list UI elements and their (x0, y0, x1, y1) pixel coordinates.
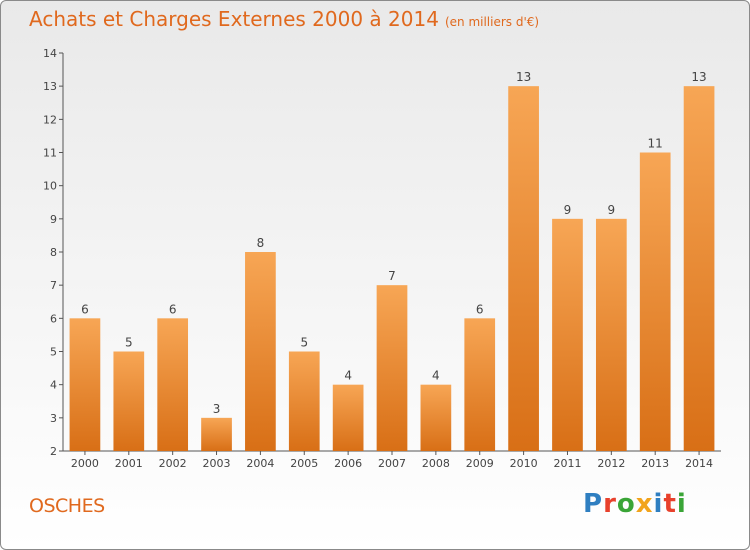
axes: 2 3 4 5 6 7 8 9 10 11 12 13 14 2000 2001 2002 2003 2004 20… (43, 47, 721, 470)
x-tick-label-2010: 2010 (510, 457, 538, 470)
x-tick-label-2001: 2001 (115, 457, 143, 470)
data-label-2010: 13 (516, 70, 531, 84)
x-tick-label-2011: 2011 (553, 457, 581, 470)
data-label-2001: 5 (125, 336, 133, 350)
y-tick-label-4: 4 (50, 379, 57, 392)
logo-letter: o (616, 489, 636, 519)
data-label-2002: 6 (169, 302, 177, 316)
data-label-2005: 5 (300, 336, 308, 350)
bar-2008 (420, 384, 452, 451)
data-label-2013: 11 (648, 137, 663, 151)
bar-2003 (201, 417, 232, 451)
logo-letter: P (583, 489, 604, 519)
y-tick-label-7: 7 (50, 279, 57, 292)
data-label-2000: 6 (81, 302, 89, 316)
x-tick-label-2002: 2002 (159, 457, 187, 470)
x-tick-label-2007: 2007 (378, 457, 406, 470)
data-label-2012: 9 (608, 203, 616, 217)
bar-2006 (332, 384, 364, 451)
proxiti-logo[interactable]: Proxiti (583, 489, 687, 519)
y-tick-label-6: 6 (50, 312, 57, 325)
data-label-2008: 4 (432, 369, 440, 383)
data-label-2011: 9 (564, 203, 572, 217)
data-label-2014: 13 (691, 70, 706, 84)
data-label-2009: 6 (476, 302, 484, 316)
bar-2005 (288, 351, 320, 451)
data-label-2007: 7 (388, 269, 396, 283)
y-tick-label-2: 2 (50, 445, 57, 458)
y-tick-label-5: 5 (50, 346, 57, 359)
chart-title-text: Achats et Charges Externes 2000 à 2014 (29, 7, 439, 31)
data-label-2004: 8 (257, 236, 265, 250)
x-tick-label-2004: 2004 (246, 457, 274, 470)
x-tick-label-2014: 2014 (685, 457, 713, 470)
logo-letter: i (653, 489, 664, 519)
x-tick-label-2003: 2003 (203, 457, 231, 470)
y-tick-label-10: 10 (43, 180, 57, 193)
logo-letter: t (663, 489, 677, 519)
data-label-2006: 4 (344, 369, 352, 383)
commune-name: OSCHES (29, 495, 105, 517)
bars-group: 6 5 6 3 8 5 4 7 4 6 13 9 9 11 13 (69, 70, 715, 452)
bar-2014 (683, 86, 715, 452)
y-tick-label-8: 8 (50, 246, 57, 259)
y-tick-label-9: 9 (50, 213, 57, 226)
x-tick-label-2006: 2006 (334, 457, 362, 470)
bar-2004 (245, 252, 276, 451)
data-label-2003: 3 (213, 402, 221, 416)
y-tick-label-13: 13 (43, 80, 57, 93)
x-tick-label-2013: 2013 (641, 457, 669, 470)
y-tick-label-12: 12 (43, 113, 57, 126)
bar-2011 (552, 218, 583, 451)
y-tick-label-3: 3 (50, 412, 57, 425)
bar-2007 (376, 285, 408, 451)
chart-subtitle: (en milliers d'€) (444, 15, 540, 29)
y-tick-label-11: 11 (43, 147, 57, 160)
logo-letter: i (676, 489, 687, 519)
x-tick-label-2008: 2008 (422, 457, 450, 470)
bar-2000 (69, 318, 101, 451)
chart-title: Achats et Charges Externes 2000 à 2014 (e… (29, 7, 539, 31)
x-tick-label-2012: 2012 (597, 457, 625, 470)
logo-letter: r (603, 489, 617, 519)
x-tick-label-2009: 2009 (466, 457, 494, 470)
y-tick-label-14: 14 (43, 47, 57, 60)
bar-2010 (508, 86, 539, 452)
x-tick-label-2000: 2000 (71, 457, 99, 470)
bar-2001 (113, 351, 145, 451)
bar-2002 (157, 318, 189, 451)
bar-2012 (595, 218, 627, 451)
bar-2013 (639, 152, 671, 451)
logo-letter: x (635, 489, 654, 519)
x-tick-label-2005: 2005 (290, 457, 318, 470)
bar-2009 (464, 318, 496, 451)
